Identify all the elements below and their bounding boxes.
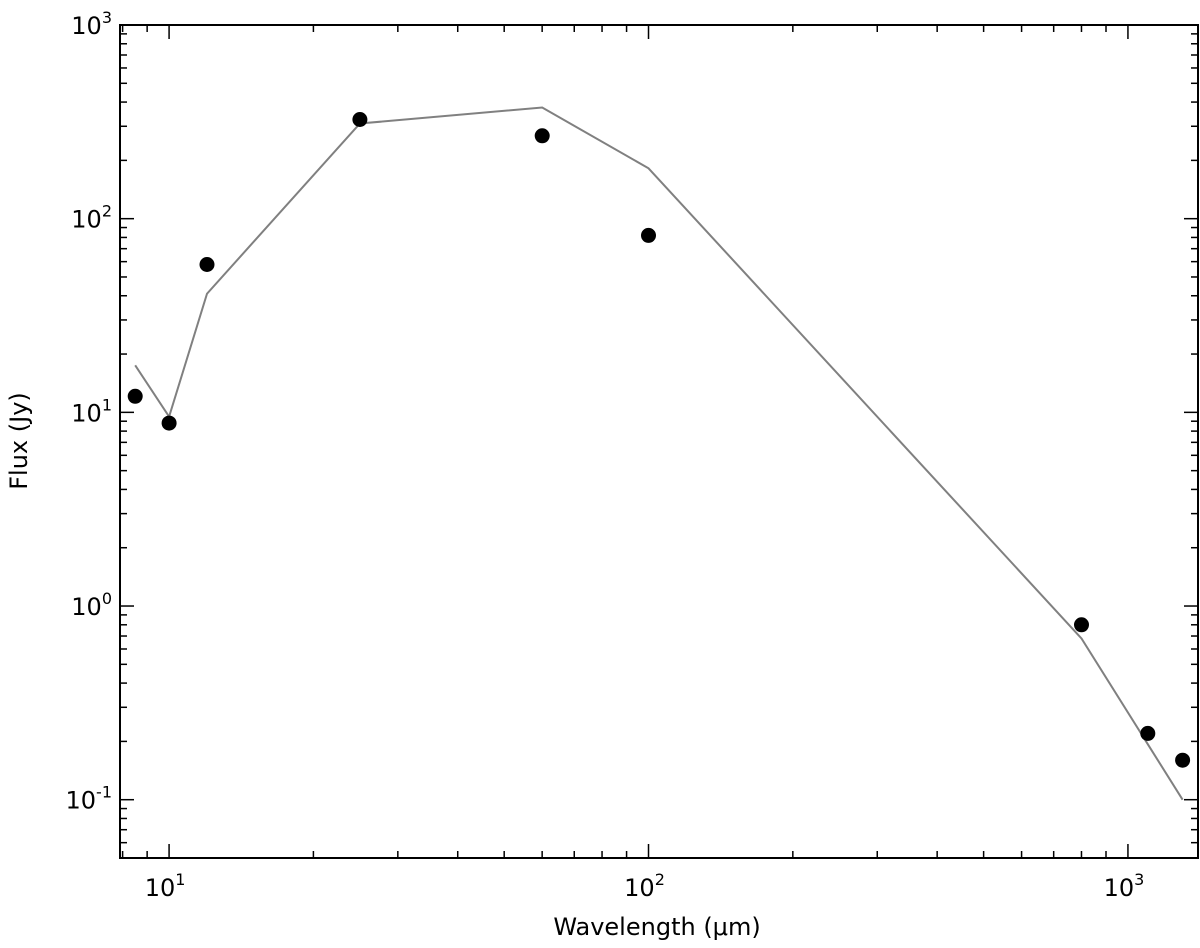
data-point: [199, 257, 215, 272]
data-point: [1175, 752, 1191, 768]
tick-labels-layer: 101 102 103 10-1 100 101 102 103: [66, 8, 1145, 902]
plot-frame: [119, 24, 1199, 859]
x-axis-label: Wavelength (μm): [553, 913, 760, 941]
y-tick-label: 10-1: [66, 783, 113, 815]
y-tick-label: 101: [71, 395, 112, 427]
x-tick-label: 103: [1104, 870, 1145, 902]
data-point: [534, 128, 550, 144]
plot-area: [120, 25, 1198, 858]
data-point: [127, 388, 143, 404]
data-layer: [127, 106, 1191, 801]
model-sed-line: [134, 106, 1184, 801]
y-tick-label: 100: [71, 589, 112, 621]
data-point: [352, 112, 368, 127]
x-tick-label: 102: [624, 870, 665, 902]
y-tick-label: 103: [71, 8, 112, 40]
x-tick-label: 101: [145, 870, 186, 902]
data-point: [641, 227, 656, 243]
data-point: [1074, 617, 1089, 633]
y-tick-label: 102: [71, 202, 112, 234]
ticks-layer: [120, 24, 1198, 859]
data-point: [1140, 725, 1156, 741]
y-axis-label: Flux (Jy): [5, 392, 33, 490]
data-point: [161, 415, 177, 431]
